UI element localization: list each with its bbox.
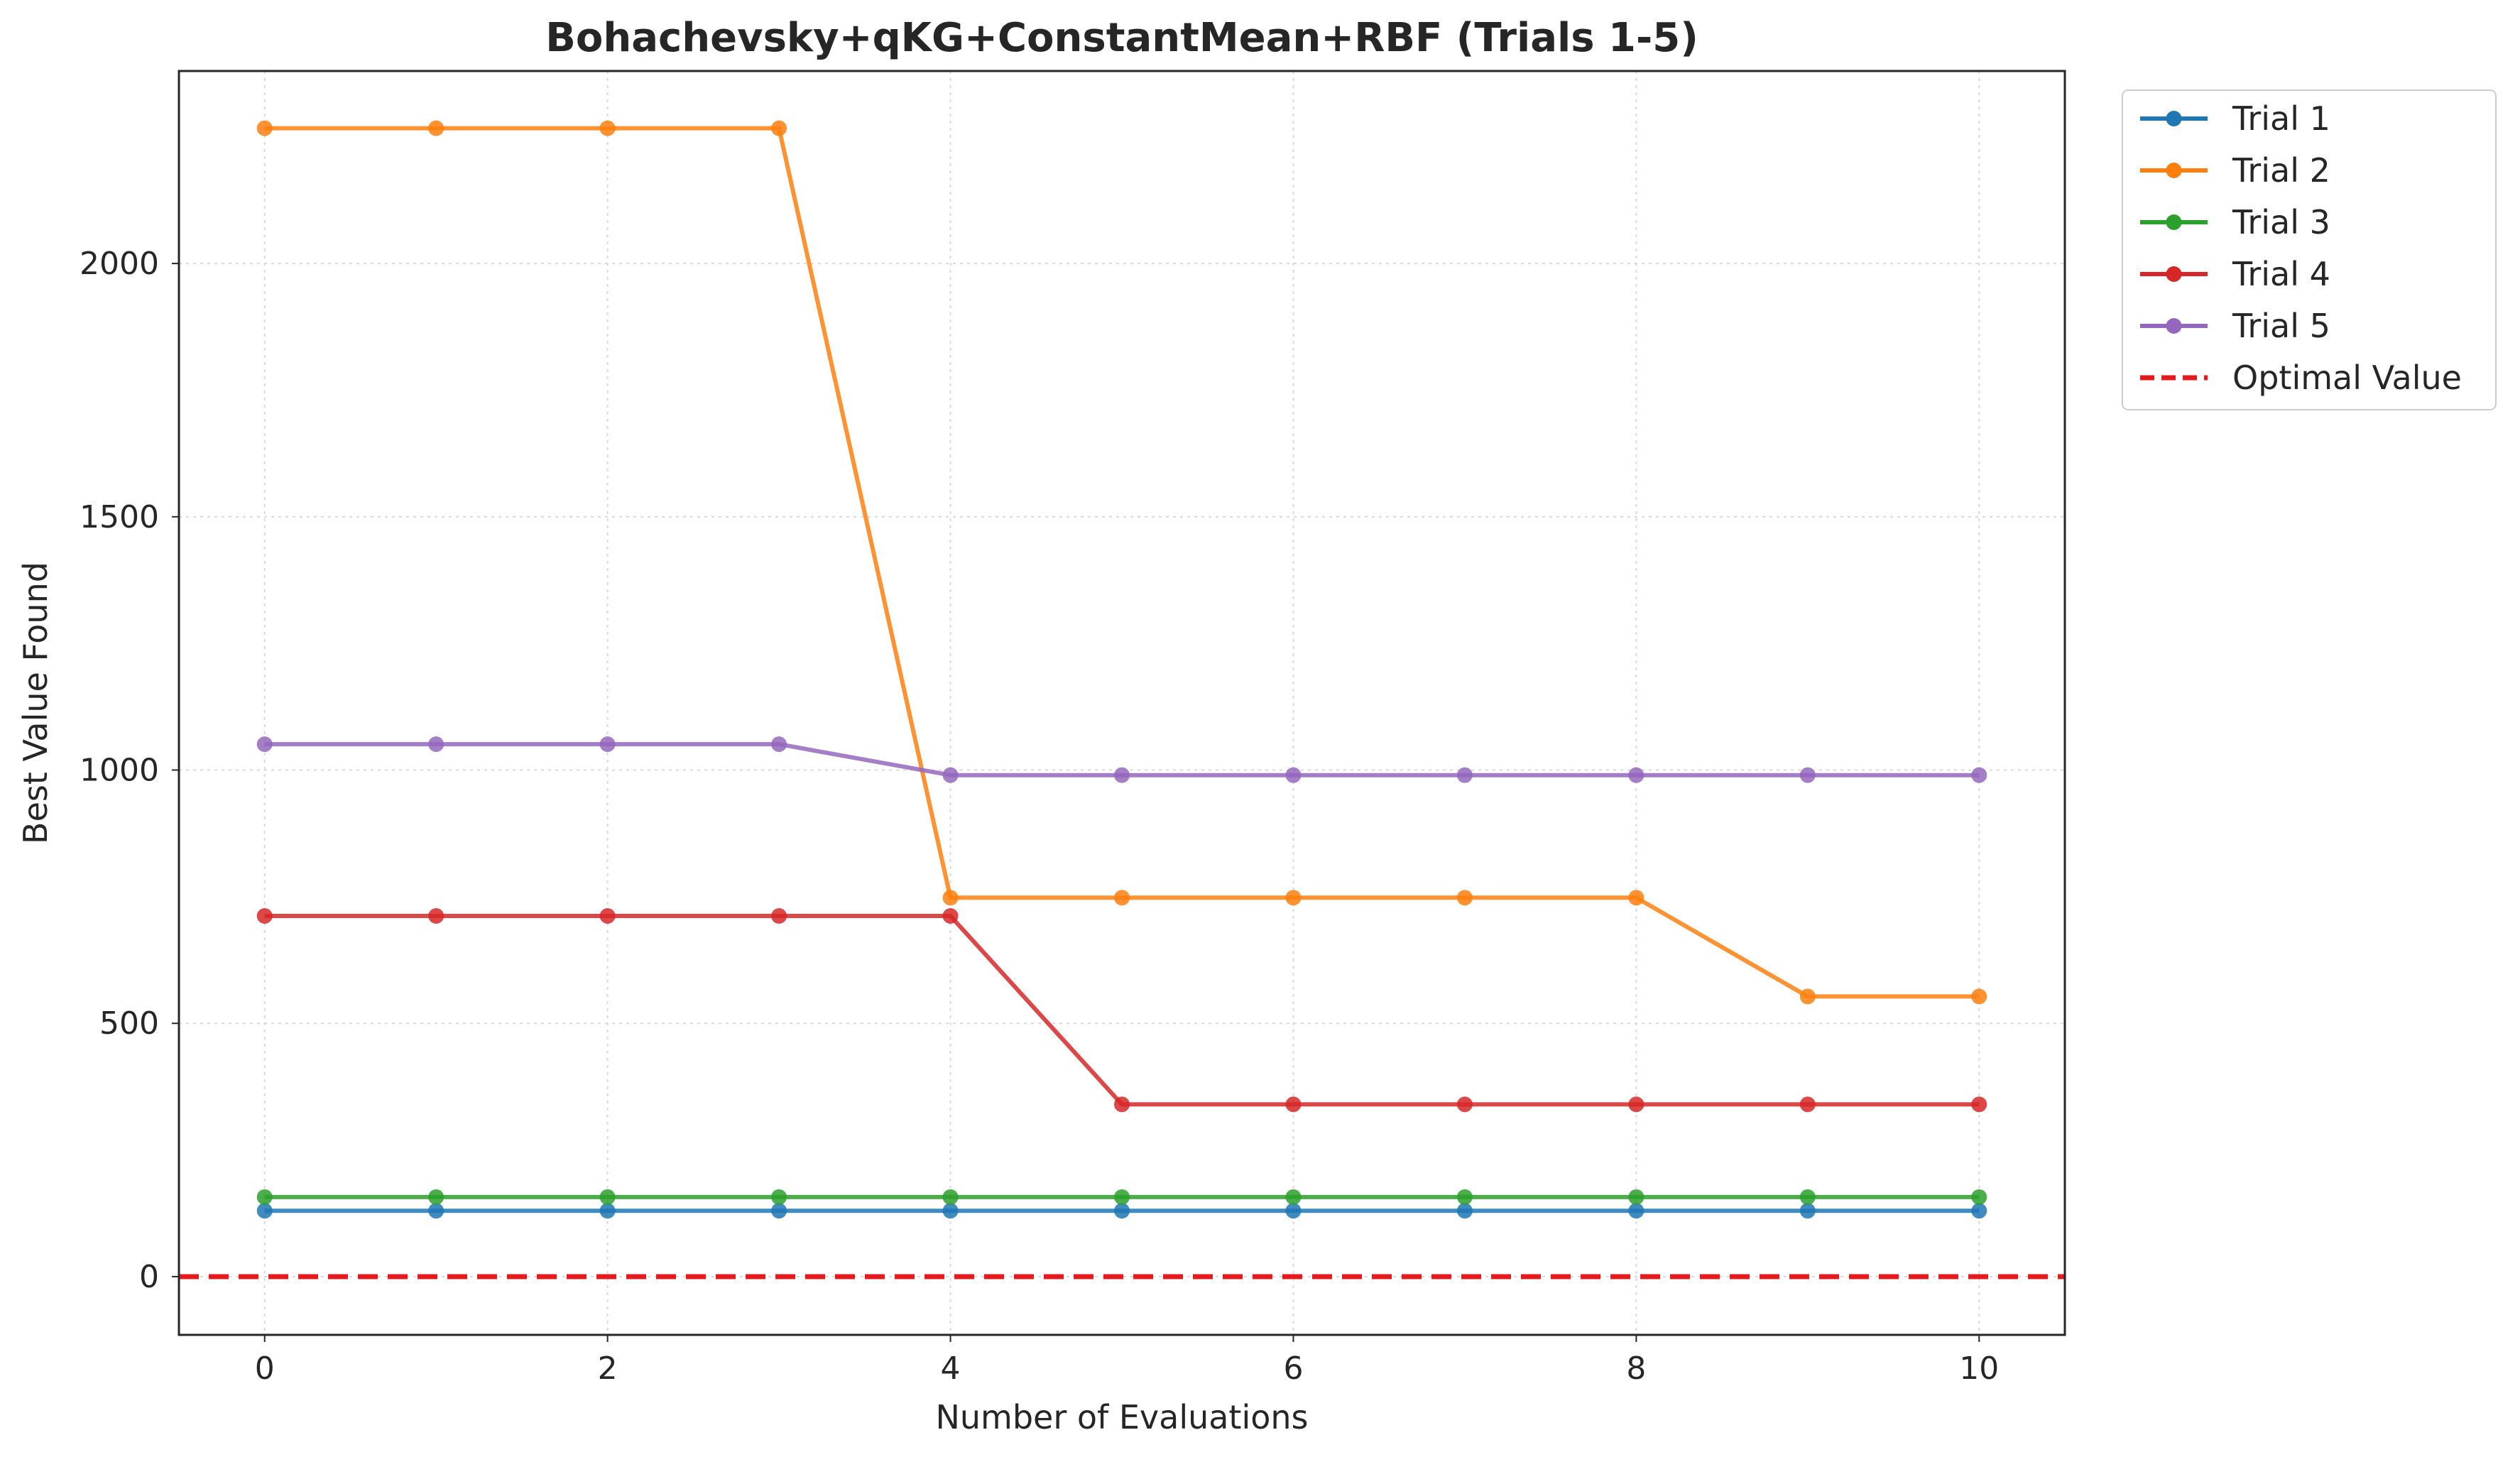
data-point <box>1628 767 1644 783</box>
data-point <box>1628 1189 1644 1205</box>
y-axis-label: Best Value Found <box>16 562 55 844</box>
data-point <box>256 736 273 753</box>
data-point <box>599 736 616 753</box>
series-trial-5 <box>256 736 1987 783</box>
data-point <box>1799 767 1816 783</box>
y-tick-label: 1500 <box>80 499 159 535</box>
legend-box <box>2122 89 2497 410</box>
legend-label: Trial 3 <box>2232 203 2330 241</box>
data-point <box>599 120 616 136</box>
data-point <box>942 890 959 906</box>
series-trial-3 <box>256 1189 1987 1205</box>
y-tick-label: 2000 <box>80 246 159 282</box>
series-layer <box>256 120 1987 1219</box>
data-point <box>942 1189 959 1205</box>
x-tick-label: 0 <box>255 1350 275 1387</box>
data-point <box>256 1189 273 1205</box>
data-point <box>1114 1203 1130 1219</box>
data-point <box>771 120 787 136</box>
data-point <box>1456 767 1473 783</box>
x-tick-label: 6 <box>1283 1350 1303 1387</box>
data-point <box>599 907 616 924</box>
data-point <box>1456 1189 1473 1205</box>
data-point <box>1114 1096 1130 1113</box>
y-tick-label: 1000 <box>80 753 159 789</box>
legend-label: Trial 1 <box>2232 99 2330 138</box>
data-point <box>428 736 444 753</box>
data-point <box>1799 988 1816 1005</box>
data-point <box>1114 890 1130 906</box>
data-point <box>1285 1189 1302 1205</box>
data-point <box>771 907 787 924</box>
data-point <box>1971 1203 1987 1219</box>
legend-label: Trial 4 <box>2232 255 2330 293</box>
data-point <box>1799 1203 1816 1219</box>
data-point <box>942 907 959 924</box>
data-point <box>1799 1189 1816 1205</box>
x-tick-label: 2 <box>598 1350 618 1387</box>
data-point <box>942 767 959 783</box>
x-tick-label: 10 <box>1959 1350 1999 1387</box>
y-tick-label: 500 <box>99 1005 159 1042</box>
legend-marker <box>2166 266 2182 282</box>
data-point <box>1285 1096 1302 1113</box>
data-point <box>599 1189 616 1205</box>
data-point <box>1628 890 1644 906</box>
data-point <box>1456 890 1473 906</box>
data-point <box>256 907 273 924</box>
data-point <box>428 907 444 924</box>
data-point <box>428 120 444 136</box>
data-point <box>1628 1203 1644 1219</box>
data-point <box>1114 1189 1130 1205</box>
data-point <box>771 736 787 753</box>
chart-title: Bohachevsky+qKG+ConstantMean+RBF (Trials… <box>545 15 1698 61</box>
data-point <box>256 120 273 136</box>
legend: Trial 1 Trial 2 Trial 3 Trial 4 Trial 5 Optim… <box>2122 89 2497 410</box>
data-point <box>1971 988 1987 1005</box>
data-point <box>771 1203 787 1219</box>
data-point <box>599 1203 616 1219</box>
data-point <box>1456 1096 1473 1113</box>
legend-label: Trial 2 <box>2232 151 2330 190</box>
legend-marker <box>2166 318 2182 334</box>
legend-marker <box>2166 163 2182 178</box>
data-point <box>256 1203 273 1219</box>
data-point <box>1114 767 1130 783</box>
data-point <box>1799 1096 1816 1113</box>
data-point <box>1971 1096 1987 1113</box>
series-trial-4 <box>256 907 1987 1113</box>
data-point <box>1456 1203 1473 1219</box>
data-point <box>1628 1096 1644 1113</box>
x-tick-label: 4 <box>941 1350 961 1387</box>
legend-label: Trial 5 <box>2232 307 2330 345</box>
x-axis-label: Number of Evaluations <box>935 1398 1308 1436</box>
data-point <box>942 1203 959 1219</box>
data-point <box>771 1189 787 1205</box>
data-point <box>1971 1189 1987 1205</box>
data-point <box>1285 767 1302 783</box>
ticks: 0 2 4 6 8 10 0 500 1000 1500 2000 <box>80 246 1999 1387</box>
legend-marker <box>2166 111 2182 126</box>
series-trial-2 <box>256 120 1987 1005</box>
legend-label: Optimal Value <box>2232 359 2462 397</box>
plot-frame <box>178 70 2066 1336</box>
series-trial-1 <box>256 1203 1987 1219</box>
y-tick-label: 0 <box>139 1259 159 1295</box>
data-point <box>1285 1203 1302 1219</box>
x-tick-label: 8 <box>1626 1350 1646 1387</box>
data-point <box>1971 767 1987 783</box>
data-point <box>428 1189 444 1205</box>
legend-marker <box>2166 214 2182 230</box>
grid <box>179 71 2065 1335</box>
data-point <box>1285 890 1302 906</box>
data-point <box>428 1203 444 1219</box>
